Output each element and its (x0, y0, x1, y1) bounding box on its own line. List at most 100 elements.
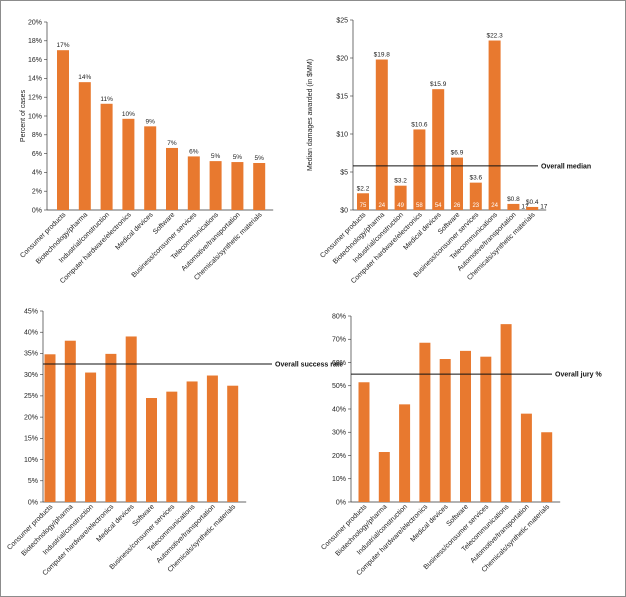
case-count-label: 49 (397, 203, 404, 209)
data-label: $6.9 (451, 150, 464, 157)
y-tick-label: 0% (32, 207, 42, 214)
bar (460, 351, 471, 502)
data-label: 5% (233, 154, 243, 161)
y-tick-label: $15 (336, 93, 348, 100)
bar (440, 359, 451, 502)
y-tick-label: 8% (32, 132, 42, 139)
y-tick-label: 20% (24, 414, 38, 421)
data-label: $22.3 (486, 33, 503, 40)
reference-line-label: Overall jury % (555, 372, 602, 379)
y-tick-label: 10% (28, 113, 42, 120)
y-axis-label: Median damages awarded (in $MM) (307, 59, 314, 171)
bar (253, 163, 265, 210)
charts-canvas: 0% 2% 4% 6% 8% 10% 12% 14% 16% 18% 20% Percent of c… (0, 0, 626, 597)
x-tick-label: Medical devices (95, 503, 136, 544)
bar (413, 129, 425, 210)
y-tick-label: 12% (28, 95, 42, 102)
bar (399, 404, 410, 502)
chart-1: 0% 2% 4% 6% 8% 10% 12% 14% 16% 18% 20% Percent of c… (19, 19, 273, 285)
bar (188, 156, 200, 210)
bar (126, 336, 137, 502)
case-count-label: 58 (416, 203, 423, 209)
data-label: $2.2 (357, 185, 370, 192)
bar (65, 341, 76, 502)
y-tick-label: 20% (332, 453, 346, 460)
data-label: 11% (100, 96, 113, 103)
case-count-label: 26 (454, 203, 461, 209)
bar (376, 60, 388, 210)
bar (419, 343, 430, 502)
case-count-label: 23 (472, 203, 479, 209)
data-label: 6% (189, 148, 199, 155)
bar (79, 82, 91, 210)
y-tick-label: 60% (332, 360, 346, 367)
bar (210, 161, 222, 210)
y-tick-label: 70% (332, 337, 346, 344)
bar (231, 162, 243, 210)
bar (507, 204, 519, 210)
bar (501, 324, 512, 502)
bar (85, 373, 96, 502)
reference-line-label: Overall median (541, 163, 591, 170)
bar (207, 376, 218, 502)
y-tick-label: $20 (336, 55, 348, 62)
y-tick-label: $0 (340, 207, 348, 214)
bar (227, 386, 238, 502)
data-label: 5% (254, 155, 264, 162)
y-tick-label: 0% (28, 499, 38, 506)
y-tick-label: 18% (28, 38, 42, 45)
y-tick-label: 45% (24, 308, 38, 315)
y-tick-label: 15% (24, 436, 38, 443)
bar (101, 104, 113, 210)
y-tick-label: 6% (32, 151, 42, 158)
y-tick-label: $25 (336, 17, 348, 24)
case-count-label: 24 (491, 203, 498, 209)
y-tick-label: 25% (24, 393, 38, 400)
bar (57, 50, 69, 210)
y-tick-label: 2% (32, 189, 42, 196)
bar (379, 452, 390, 502)
case-count-label: 17 (540, 204, 548, 211)
case-count-label: 24 (378, 203, 385, 209)
y-tick-label: 10% (332, 476, 346, 483)
bar (521, 414, 532, 502)
data-label: $0.8 (507, 196, 520, 203)
chart-2: $0$5$10$15$20$25Median damages awarded (… (307, 17, 591, 285)
y-tick-label: 0% (336, 499, 346, 506)
y-tick-label: 50% (332, 383, 346, 390)
y-axis-label: Percent of cases (20, 89, 27, 142)
bar (359, 382, 370, 502)
chart-4: 0%10%20%30%40%50%60%70%80%Consumer produ… (320, 313, 602, 577)
data-label: $3.2 (394, 178, 407, 185)
y-tick-label: 14% (28, 76, 42, 83)
y-tick-label: 35% (24, 351, 38, 358)
data-label: $3.6 (469, 175, 482, 182)
y-tick-label: 40% (24, 330, 38, 337)
y-tick-label: 30% (24, 372, 38, 379)
bar (166, 392, 177, 502)
y-tick-label: 40% (332, 406, 346, 413)
data-label: 5% (211, 153, 221, 160)
bar (541, 432, 552, 502)
bar (166, 148, 178, 210)
data-label: 7% (167, 140, 177, 147)
chart-3: 0%5%10%15%20%25%30%35%40%45%Consumer pro… (6, 308, 343, 577)
y-tick-label: 20% (28, 19, 42, 26)
y-tick-label: 16% (28, 57, 42, 64)
data-label: 17% (56, 42, 69, 49)
bar (144, 126, 156, 210)
x-tick-label: Medical devices (409, 503, 450, 544)
bar (187, 381, 198, 502)
data-label: 14% (78, 74, 91, 81)
y-tick-label: 10% (24, 457, 38, 464)
bar (432, 89, 444, 210)
bar (45, 354, 56, 502)
data-label: $0.4 (526, 199, 539, 206)
data-label: $10.6 (411, 121, 428, 128)
bar (526, 207, 538, 210)
data-label: 9% (145, 118, 155, 125)
data-label: $15.9 (430, 81, 447, 88)
y-tick-label: 4% (32, 170, 42, 177)
y-tick-label: $10 (336, 131, 348, 138)
bar (489, 41, 501, 210)
